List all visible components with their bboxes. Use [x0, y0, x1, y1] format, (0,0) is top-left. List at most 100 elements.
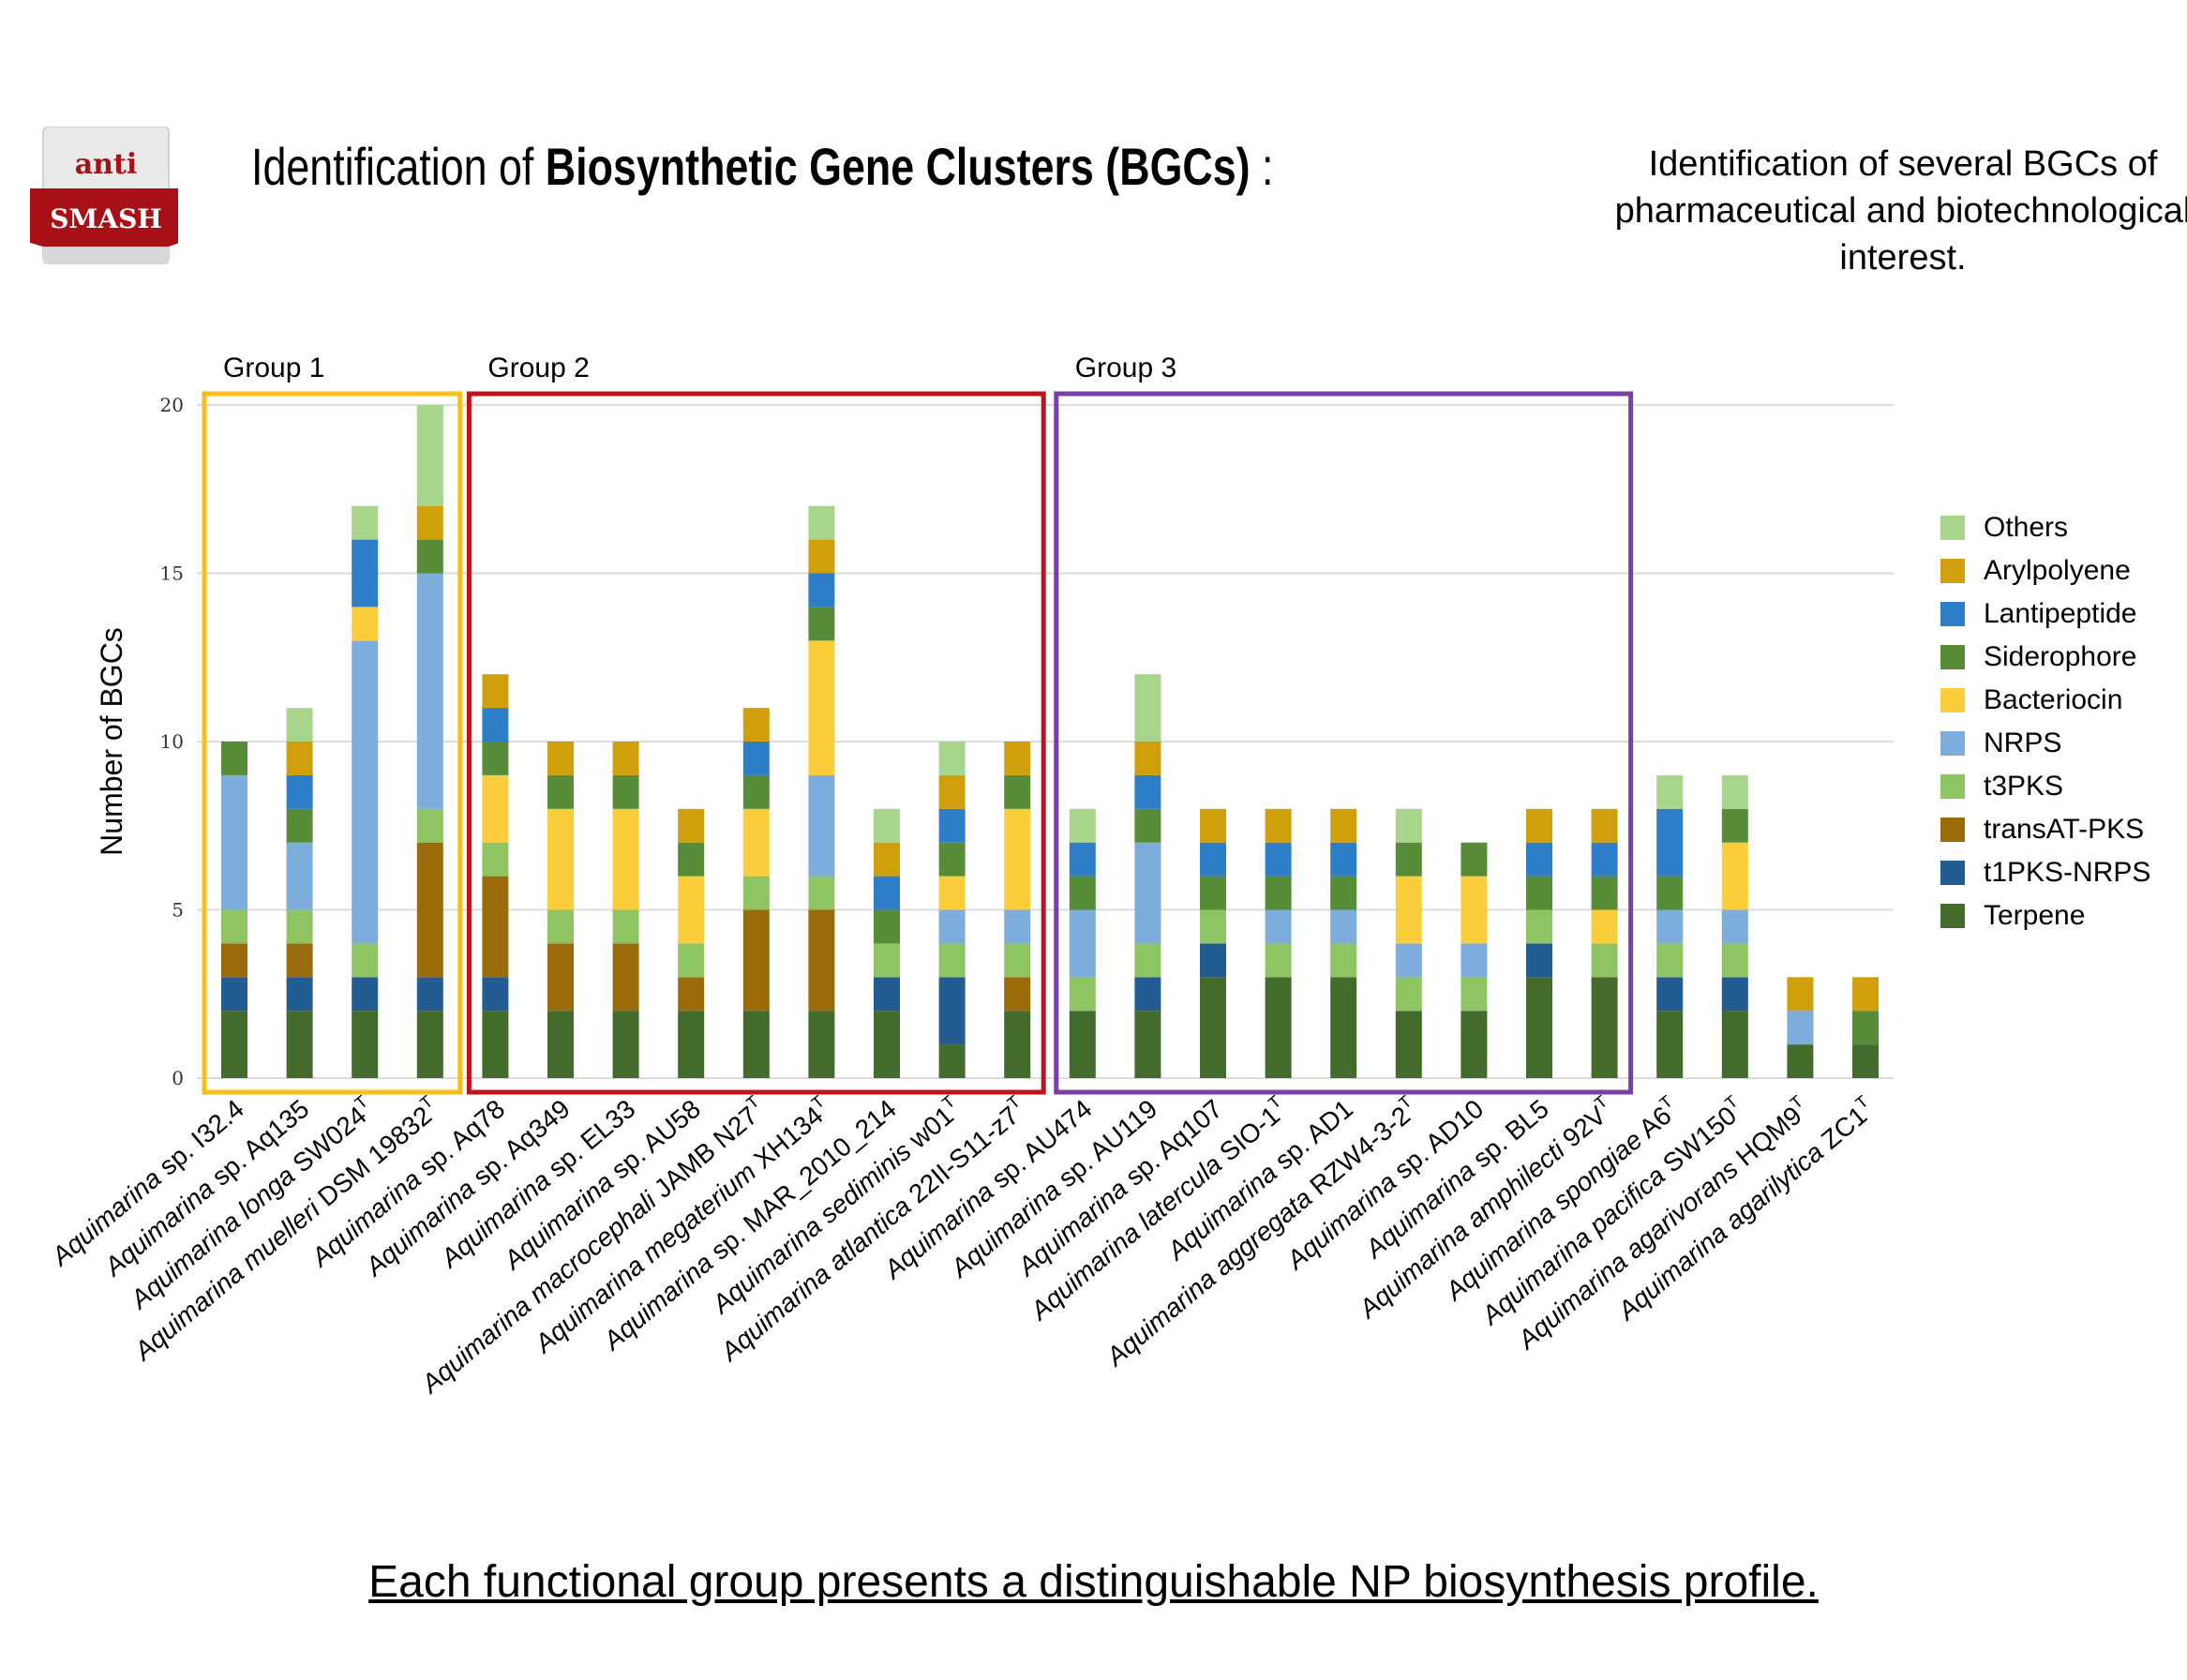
title-plain: Identification of: [251, 137, 546, 196]
bar-segment-others: [938, 742, 966, 775]
x-tick-label: Aquimarina longa SW024T: [122, 1092, 380, 1316]
bar-segment-t3pks: [352, 943, 379, 978]
bar-segment-nrps: [286, 842, 313, 910]
bar-segment-lantipeptide: [874, 876, 900, 910]
bar-segment-arylpolyene: [1330, 808, 1357, 843]
bar-segment-arylpolyene: [416, 505, 443, 540]
bar-segment-terpene: [1526, 977, 1552, 1078]
bar-segment-terpene: [1200, 977, 1226, 1078]
bar-segment-t1pks-nrps: [874, 977, 900, 1012]
legend-item: Bacteriocin: [1940, 679, 2150, 722]
bar-segment-arylpolyene: [1787, 977, 1814, 1012]
bar-segment-t3pks: [1265, 943, 1292, 978]
bar-segment-nrps: [1004, 909, 1031, 944]
legend-swatch: [1940, 602, 1965, 626]
bar-segment-t1pks-nrps: [482, 977, 509, 1012]
bar-segment-transat-pks: [742, 909, 770, 1012]
bar-segment-bacteriocin: [1395, 876, 1422, 944]
bar-segment-t3pks: [612, 909, 639, 944]
bar-segment-siderophore: [1134, 808, 1161, 843]
legend-label: Others: [1984, 512, 2069, 543]
bar-segment-siderophore: [482, 742, 509, 775]
bar-segment-t1pks-nrps: [221, 977, 247, 1012]
bar-segment-siderophore: [742, 774, 770, 809]
bar-segment-t3pks: [1395, 977, 1422, 1012]
bar-segment-bacteriocin: [1721, 842, 1748, 910]
legend-label: transAT-PKS: [1984, 814, 2145, 845]
y-tick-label: 20: [160, 394, 184, 416]
legend-swatch: [1940, 516, 1965, 540]
y-tick-label: 0: [172, 1067, 184, 1089]
bar-segment-others: [352, 505, 379, 540]
bar-segment-arylpolyene: [1004, 742, 1031, 775]
bar-segment-nrps: [1656, 909, 1684, 944]
bar-segment-arylpolyene: [938, 774, 966, 809]
legend-label: t3PKS: [1984, 771, 2064, 802]
bar-segment-nrps: [808, 774, 835, 877]
logo-anti-text: anti: [75, 148, 138, 181]
bar-segment-arylpolyene: [482, 674, 509, 709]
group-label: Group 1: [223, 352, 324, 383]
bar-segment-bacteriocin: [938, 876, 966, 910]
bar-segment-terpene: [547, 1011, 574, 1078]
antismash-logo-graphic: anti SMASH: [30, 126, 180, 264]
bar-segment-siderophore: [416, 539, 443, 574]
group-box: [466, 391, 1046, 1095]
legend-label: Terpene: [1984, 900, 2086, 931]
bar-segment-siderophore: [1526, 876, 1552, 910]
bar-segment-t1pks-nrps: [1200, 943, 1226, 978]
bar-segment-t3pks: [1134, 943, 1161, 978]
bar-segment-transat-pks: [808, 909, 835, 1012]
bar-segment-nrps: [1069, 909, 1096, 978]
legend-item: t3PKS: [1940, 765, 2150, 808]
bar-segment-arylpolyene: [874, 842, 900, 877]
bar-segment-terpene: [416, 1011, 443, 1078]
bar-segment-terpene: [612, 1011, 639, 1078]
bar-segment-arylpolyene: [1134, 742, 1161, 775]
bar-segment-siderophore: [1721, 808, 1748, 843]
legend-label: t1PKS-NRPS: [1984, 857, 2151, 888]
bar-segment-lantipeptide: [1069, 842, 1096, 877]
bar-segment-terpene: [808, 1011, 835, 1078]
bar-segment-t1pks-nrps: [1721, 977, 1748, 1012]
bar-segment-bacteriocin: [742, 808, 770, 877]
y-tick-label: 15: [160, 562, 184, 585]
bar-segment-t3pks: [416, 808, 443, 843]
bar-segment-transat-pks: [482, 876, 509, 978]
bar-segment-terpene: [1134, 1011, 1161, 1078]
bar-segment-others: [416, 405, 443, 506]
bar-segment-terpene: [742, 1011, 770, 1078]
bar-segment-arylpolyene: [678, 808, 705, 843]
legend-swatch: [1940, 818, 1965, 842]
bar-segment-siderophore: [874, 909, 900, 944]
bar-segment-bacteriocin: [1591, 909, 1618, 944]
bar-segment-siderophore: [547, 774, 574, 809]
bar-segment-siderophore: [1852, 1011, 1879, 1045]
bar-segment-terpene: [1004, 1011, 1031, 1078]
footer-conclusion: Each functional group presents a disting…: [368, 1557, 1819, 1607]
legend-swatch: [1940, 688, 1965, 712]
bar-segment-transat-pks: [286, 943, 313, 978]
bar-segment-nrps: [1134, 842, 1161, 944]
bar-segment-siderophore: [1330, 876, 1357, 910]
bar-segment-terpene: [1721, 1011, 1748, 1078]
chart-legend: Others Arylpolyene Lantipeptide Siderophore…: [1940, 506, 2150, 938]
bar-segment-terpene: [874, 1011, 900, 1078]
bar-segment-t3pks: [1330, 943, 1357, 978]
bar-segment-t3pks: [221, 909, 247, 944]
bar-segment-t3pks: [742, 876, 770, 910]
bar-segment-siderophore: [1395, 842, 1422, 877]
bar-segment-siderophore: [1265, 876, 1292, 910]
bar-segment-bacteriocin: [678, 876, 705, 944]
bar-segment-lantipeptide: [1200, 842, 1226, 877]
legend-swatch: [1940, 774, 1965, 799]
bar-segment-lantipeptide: [808, 573, 835, 608]
legend-item: Terpene: [1940, 894, 2150, 938]
bar-segment-t3pks: [547, 909, 574, 944]
bar-segment-t3pks: [1656, 943, 1684, 978]
bar-segment-terpene: [1330, 977, 1357, 1078]
bar-segment-terpene: [1069, 1011, 1096, 1078]
bar-segment-bacteriocin: [482, 774, 509, 843]
bar-segment-siderophore: [612, 774, 639, 809]
bar-segment-bacteriocin: [808, 640, 835, 775]
